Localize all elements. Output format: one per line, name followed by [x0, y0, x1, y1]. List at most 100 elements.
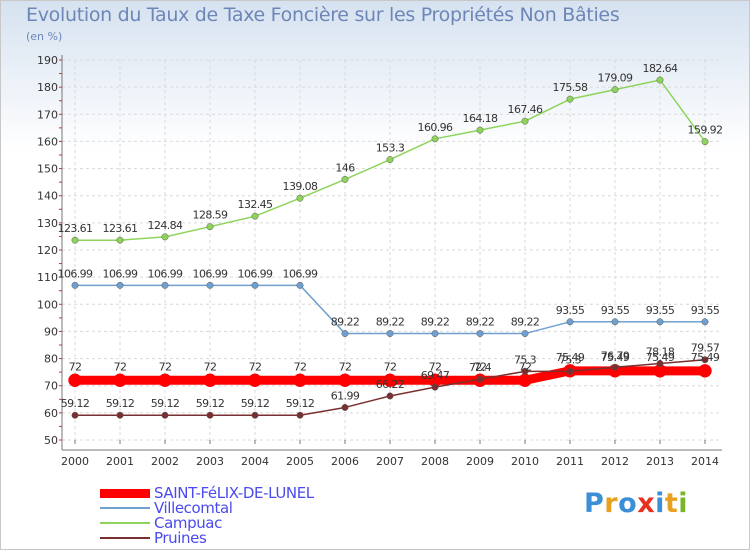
data-point [116, 281, 124, 289]
data-label: 75.49 [646, 351, 675, 364]
data-point [116, 236, 124, 244]
data-point [611, 86, 619, 94]
y-tick-label: 150 [37, 163, 58, 176]
data-point [116, 411, 124, 419]
data-label: 159.92 [688, 124, 723, 137]
data-point [71, 281, 79, 289]
data-point [293, 373, 307, 388]
data-label: 79.57 [691, 342, 720, 355]
data-point [701, 138, 709, 146]
data-label: 72 [384, 360, 397, 373]
data-point [71, 236, 79, 244]
data-label: 93.55 [556, 304, 585, 317]
data-point [161, 411, 169, 419]
data-point [71, 411, 79, 419]
data-label: 59.12 [151, 397, 180, 410]
data-label: 72 [249, 360, 262, 373]
logo-letter: P [584, 488, 605, 519]
x-tick-label: 2005 [286, 455, 314, 468]
x-tick-label: 2002 [151, 455, 179, 468]
data-label: 175.58 [553, 81, 588, 94]
data-point [206, 411, 214, 419]
y-tick-label: 70 [44, 380, 58, 393]
legend-label-villecomtal: Villecomtal [154, 499, 233, 517]
y-tick-label: 120 [37, 244, 58, 257]
y-tick-label: 140 [37, 190, 58, 203]
data-label: 106.99 [193, 267, 228, 280]
data-point [338, 373, 352, 388]
x-tick-label: 2008 [421, 455, 449, 468]
data-point [476, 126, 484, 134]
data-label: 75.3 [559, 353, 582, 366]
x-tick-label: 2013 [646, 455, 674, 468]
y-tick-label: 60 [44, 407, 58, 420]
data-label: 89.22 [466, 316, 495, 329]
data-point [566, 318, 574, 326]
y-tick-label: 180 [37, 81, 58, 94]
data-label: 75.49 [601, 351, 630, 364]
legend-swatch-villecomtal [100, 507, 150, 509]
data-point [566, 367, 574, 375]
y-tick-label: 100 [37, 298, 58, 311]
data-label: 72 [474, 360, 487, 373]
data-point [611, 318, 619, 326]
data-point [386, 392, 394, 400]
data-point [701, 318, 709, 326]
data-label: 89.22 [331, 316, 360, 329]
legend-item-saint-felix: SAINT-FéLIX-DE-LUNEL [100, 485, 360, 501]
data-point [296, 281, 304, 289]
data-label: 72.4 [469, 361, 492, 374]
proxiti-logo: Proxiti [584, 488, 688, 519]
data-label: 89.22 [511, 316, 540, 329]
data-label: 72 [294, 360, 307, 373]
data-point [296, 411, 304, 419]
data-point [113, 373, 127, 388]
data-point [701, 356, 709, 364]
data-label: 69.47 [421, 369, 450, 382]
data-label: 72 [69, 360, 82, 373]
x-tick-label: 2000 [61, 455, 89, 468]
data-label: 123.61 [58, 222, 93, 235]
data-label: 75.49 [691, 351, 720, 364]
x-tick-label: 2010 [511, 455, 539, 468]
data-point [341, 330, 349, 337]
data-point [521, 330, 529, 337]
data-point [203, 373, 217, 388]
data-label: 132.45 [238, 198, 273, 211]
data-label: 106.99 [103, 267, 138, 280]
x-tick-label: 2004 [241, 455, 269, 468]
data-point [251, 281, 259, 289]
data-label: 93.55 [691, 304, 720, 317]
data-point [698, 364, 712, 378]
y-tick-label: 90 [44, 325, 58, 338]
data-label: 59.12 [196, 397, 225, 410]
data-point [251, 212, 259, 220]
legend-label-saint-felix: SAINT-FéLIX-DE-LUNEL [154, 484, 314, 502]
legend-swatch-campuac [100, 522, 150, 524]
logo-letter: i [655, 488, 665, 519]
legend-swatch-saint-felix [100, 489, 150, 498]
data-label: 72 [339, 360, 352, 373]
y-tick-label: 110 [37, 271, 58, 284]
x-tick-label: 2011 [556, 455, 584, 468]
data-point [521, 367, 529, 375]
data-label: 124.84 [148, 219, 183, 232]
data-label: 153.3 [376, 142, 405, 155]
data-label: 59.12 [61, 397, 90, 410]
data-label: 179.09 [598, 72, 633, 85]
data-point [251, 411, 259, 419]
data-label: 106.99 [238, 267, 273, 280]
data-point [476, 375, 484, 383]
data-point [206, 223, 214, 231]
legend-label-pruines: Pruines [154, 529, 207, 547]
x-tick-label: 2003 [196, 455, 224, 468]
data-label: 160.96 [418, 121, 453, 134]
logo-letter: r [604, 488, 619, 519]
data-label: 72 [204, 360, 217, 373]
data-label: 106.99 [58, 267, 93, 280]
data-point [158, 373, 172, 388]
data-label: 182.64 [643, 62, 678, 75]
logo-letter: x [637, 488, 656, 519]
